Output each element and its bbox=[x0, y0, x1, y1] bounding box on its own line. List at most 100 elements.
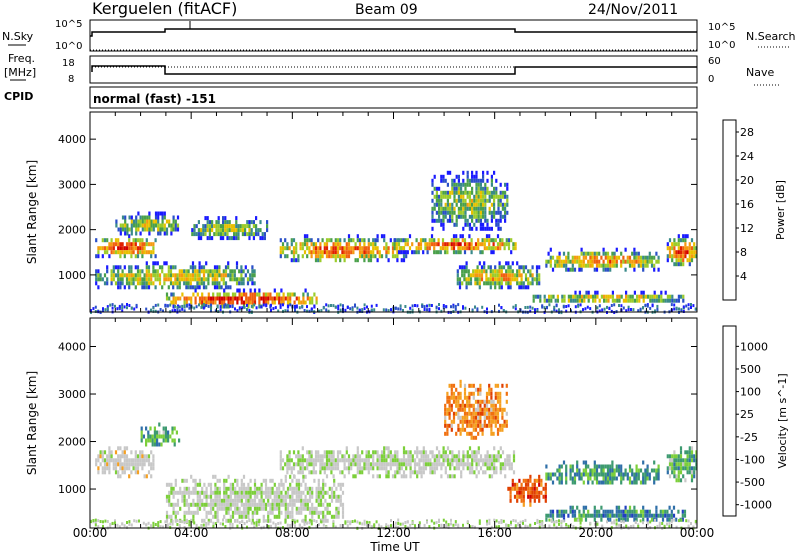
power-panel-cell bbox=[430, 242, 434, 247]
velocity-panel-cell bbox=[139, 454, 142, 459]
power-panel-cell bbox=[484, 182, 487, 187]
power-panel-cell bbox=[284, 309, 287, 313]
velocity-panel-cell bbox=[448, 395, 451, 400]
power-panel-cell bbox=[132, 273, 135, 278]
velocity-panel-cell bbox=[258, 486, 261, 491]
power-panel-cell bbox=[280, 300, 283, 305]
velocity-panel-cell bbox=[315, 506, 318, 511]
velocity-panel-y-tick-label: 4000 bbox=[58, 341, 86, 354]
power-panel-cell bbox=[675, 262, 678, 267]
velocity-panel-cell bbox=[319, 462, 322, 467]
velocity-panel-cell bbox=[253, 490, 257, 495]
velocity-panel-colorbar-tick-label: 25 bbox=[740, 408, 754, 421]
power-panel-cell bbox=[322, 306, 325, 310]
power-panel-cell bbox=[458, 265, 462, 270]
velocity-panel-cell bbox=[524, 525, 527, 529]
power-panel-cell bbox=[450, 305, 452, 309]
power-panel-cell bbox=[520, 265, 523, 270]
power-panel-cell bbox=[500, 285, 503, 290]
power-panel-cell bbox=[479, 182, 482, 187]
power-panel-cell bbox=[198, 281, 201, 286]
velocity-panel-cell bbox=[558, 519, 560, 523]
velocity-panel-cell bbox=[499, 462, 502, 467]
power-panel-cell bbox=[194, 288, 197, 293]
power-panel-cell bbox=[146, 215, 149, 220]
velocity-panel-cell bbox=[595, 464, 599, 469]
power-panel-cell bbox=[343, 246, 346, 251]
velocity-panel-cell bbox=[548, 518, 551, 522]
velocity-panel-cell bbox=[424, 462, 428, 467]
velocity-panel-cell bbox=[152, 454, 155, 459]
power-panel-cell bbox=[161, 269, 164, 274]
power-panel-cell bbox=[498, 277, 501, 282]
power-panel-cell bbox=[571, 255, 574, 260]
power-panel-cell bbox=[172, 292, 175, 297]
power-panel-cell bbox=[209, 269, 212, 274]
power-panel-cell bbox=[197, 228, 200, 233]
power-panel-cell bbox=[406, 250, 409, 255]
velocity-panel-cell bbox=[457, 391, 460, 396]
power-panel-cell bbox=[154, 261, 157, 266]
velocity-panel-cell bbox=[558, 509, 561, 514]
power-panel-cell bbox=[224, 232, 227, 237]
power-panel-cell bbox=[556, 255, 559, 260]
velocity-panel-cell bbox=[365, 454, 368, 459]
velocity-panel-cell bbox=[494, 423, 497, 428]
power-panel-cell bbox=[498, 273, 501, 278]
velocity-panel-cell bbox=[306, 462, 309, 467]
velocity-panel-cell bbox=[693, 458, 696, 463]
velocity-panel-cell bbox=[538, 522, 541, 526]
velocity-panel-cell bbox=[481, 411, 484, 416]
power-panel-cell bbox=[152, 227, 155, 232]
power-panel-colorbar-frame bbox=[722, 119, 737, 301]
power-panel-colorbar-tick-label: 12 bbox=[740, 222, 754, 235]
power-panel-cell bbox=[594, 294, 597, 299]
velocity-panel-cell bbox=[173, 426, 176, 431]
power-panel-cell bbox=[455, 238, 458, 243]
velocity-panel-cell bbox=[657, 468, 660, 473]
velocity-panel-cell bbox=[468, 383, 471, 388]
power-panel-cell bbox=[601, 308, 604, 312]
power-panel-cell bbox=[495, 194, 498, 199]
power-panel-cell bbox=[279, 238, 282, 243]
velocity-panel-cell bbox=[119, 454, 122, 459]
velocity-panel-cell bbox=[466, 458, 469, 463]
velocity-panel-cell bbox=[229, 494, 232, 499]
velocity-panel-cell bbox=[694, 521, 697, 525]
power-panel-cell bbox=[92, 307, 95, 311]
velocity-panel-cell bbox=[247, 482, 250, 487]
power-panel-cell bbox=[393, 246, 396, 251]
power-panel-cell bbox=[223, 288, 226, 293]
velocity-panel-cell bbox=[494, 395, 497, 400]
velocity-panel-cell bbox=[600, 505, 603, 510]
power-panel-cell bbox=[657, 267, 660, 272]
velocity-panel-cell bbox=[251, 498, 254, 503]
power-panel-cell bbox=[195, 224, 198, 229]
power-panel-cell bbox=[466, 190, 469, 195]
power-panel-cell bbox=[462, 206, 465, 211]
velocity-panel-cell bbox=[457, 462, 461, 467]
power-panel-cell bbox=[675, 258, 678, 263]
velocity-panel-cell bbox=[238, 510, 241, 515]
power-panel-cell bbox=[152, 223, 155, 228]
velocity-panel-cell bbox=[690, 458, 694, 463]
velocity-panel-cell bbox=[422, 462, 425, 467]
power-panel-cell bbox=[119, 223, 122, 228]
power-panel-cell bbox=[618, 294, 621, 299]
velocity-panel-cell bbox=[223, 478, 226, 483]
power-panel-cell bbox=[507, 265, 510, 270]
power-panel-cell bbox=[466, 202, 469, 207]
velocity-panel-cell bbox=[152, 458, 155, 463]
velocity-panel-cell bbox=[398, 466, 401, 471]
velocity-panel-cell bbox=[493, 458, 496, 463]
power-panel-cell bbox=[506, 194, 509, 199]
power-panel-cell bbox=[477, 210, 480, 215]
velocity-panel-cell bbox=[354, 474, 357, 479]
velocity-panel-cell bbox=[145, 523, 148, 527]
velocity-panel-cell bbox=[190, 490, 193, 495]
power-panel-cell bbox=[128, 285, 131, 290]
velocity-panel-cell bbox=[398, 458, 401, 463]
power-panel-cell bbox=[490, 182, 493, 187]
velocity-panel-cell bbox=[194, 482, 197, 487]
velocity-panel-cell bbox=[238, 514, 241, 519]
